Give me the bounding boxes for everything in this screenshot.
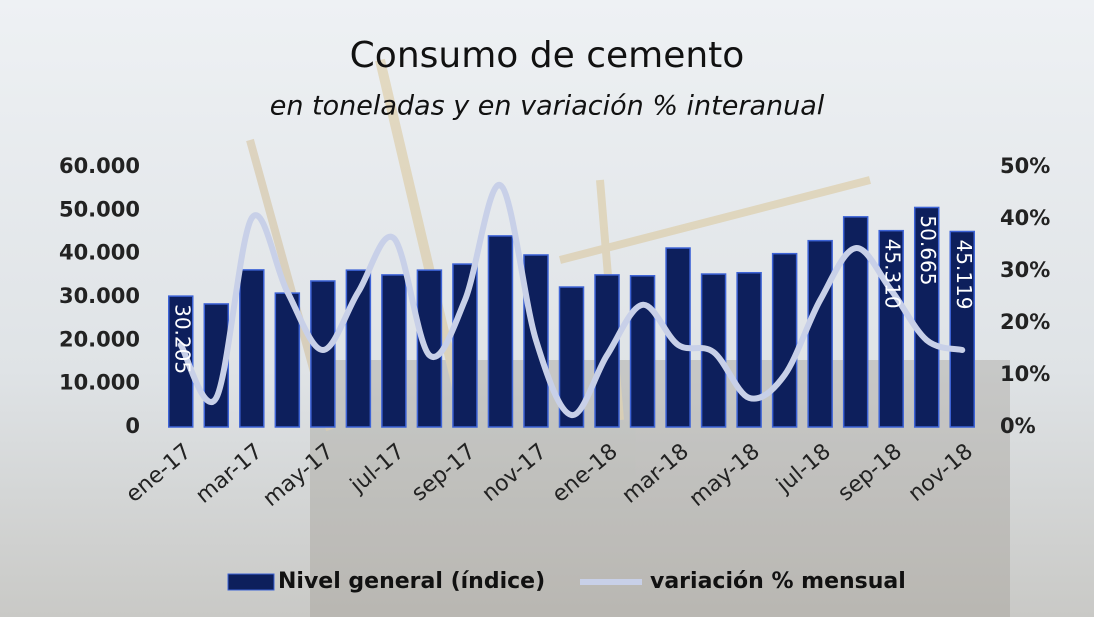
bar xyxy=(416,269,443,428)
bar xyxy=(381,274,407,428)
data-label: 30.205 xyxy=(170,304,194,374)
y2-tick-label: 40% xyxy=(1000,206,1050,230)
bar xyxy=(310,280,336,428)
y-tick-label: 0 xyxy=(125,414,140,438)
bar xyxy=(878,229,904,428)
data-label: 50.665 xyxy=(916,215,940,285)
y-tick-label: 30.000 xyxy=(59,284,140,308)
y-tick-label: 10.000 xyxy=(59,371,140,395)
bar xyxy=(736,271,762,428)
y-tick-label: 20.000 xyxy=(59,327,140,351)
y2-tick-label: 0% xyxy=(1000,414,1036,438)
y-tick-label: 50.000 xyxy=(59,197,140,221)
bar xyxy=(452,263,478,428)
y2-tick-label: 20% xyxy=(1000,310,1050,334)
legend-label: variación % mensual xyxy=(650,569,906,594)
bar xyxy=(807,239,833,428)
data-label: 45.119 xyxy=(952,239,976,309)
y2-tick-label: 50% xyxy=(1000,154,1050,178)
y-tick-label: 60.000 xyxy=(59,154,140,178)
y-tick-label: 40.000 xyxy=(59,241,140,265)
line xyxy=(177,182,966,418)
y2-tick-label: 10% xyxy=(1000,362,1050,386)
y2-tick-label: 30% xyxy=(1000,258,1050,282)
chart-subtitle: en toneladas y en variación % interanual xyxy=(270,91,825,122)
bar xyxy=(771,252,798,428)
data-label: 45.310 xyxy=(881,239,905,309)
bar xyxy=(239,269,265,428)
legend-label: Nivel general (índice) xyxy=(278,569,545,594)
bar xyxy=(629,275,656,428)
bar xyxy=(913,206,940,428)
bar xyxy=(487,235,514,428)
bar xyxy=(949,230,975,428)
legend-swatch xyxy=(227,573,275,591)
chart-title: Consumo de cemento xyxy=(350,35,745,76)
